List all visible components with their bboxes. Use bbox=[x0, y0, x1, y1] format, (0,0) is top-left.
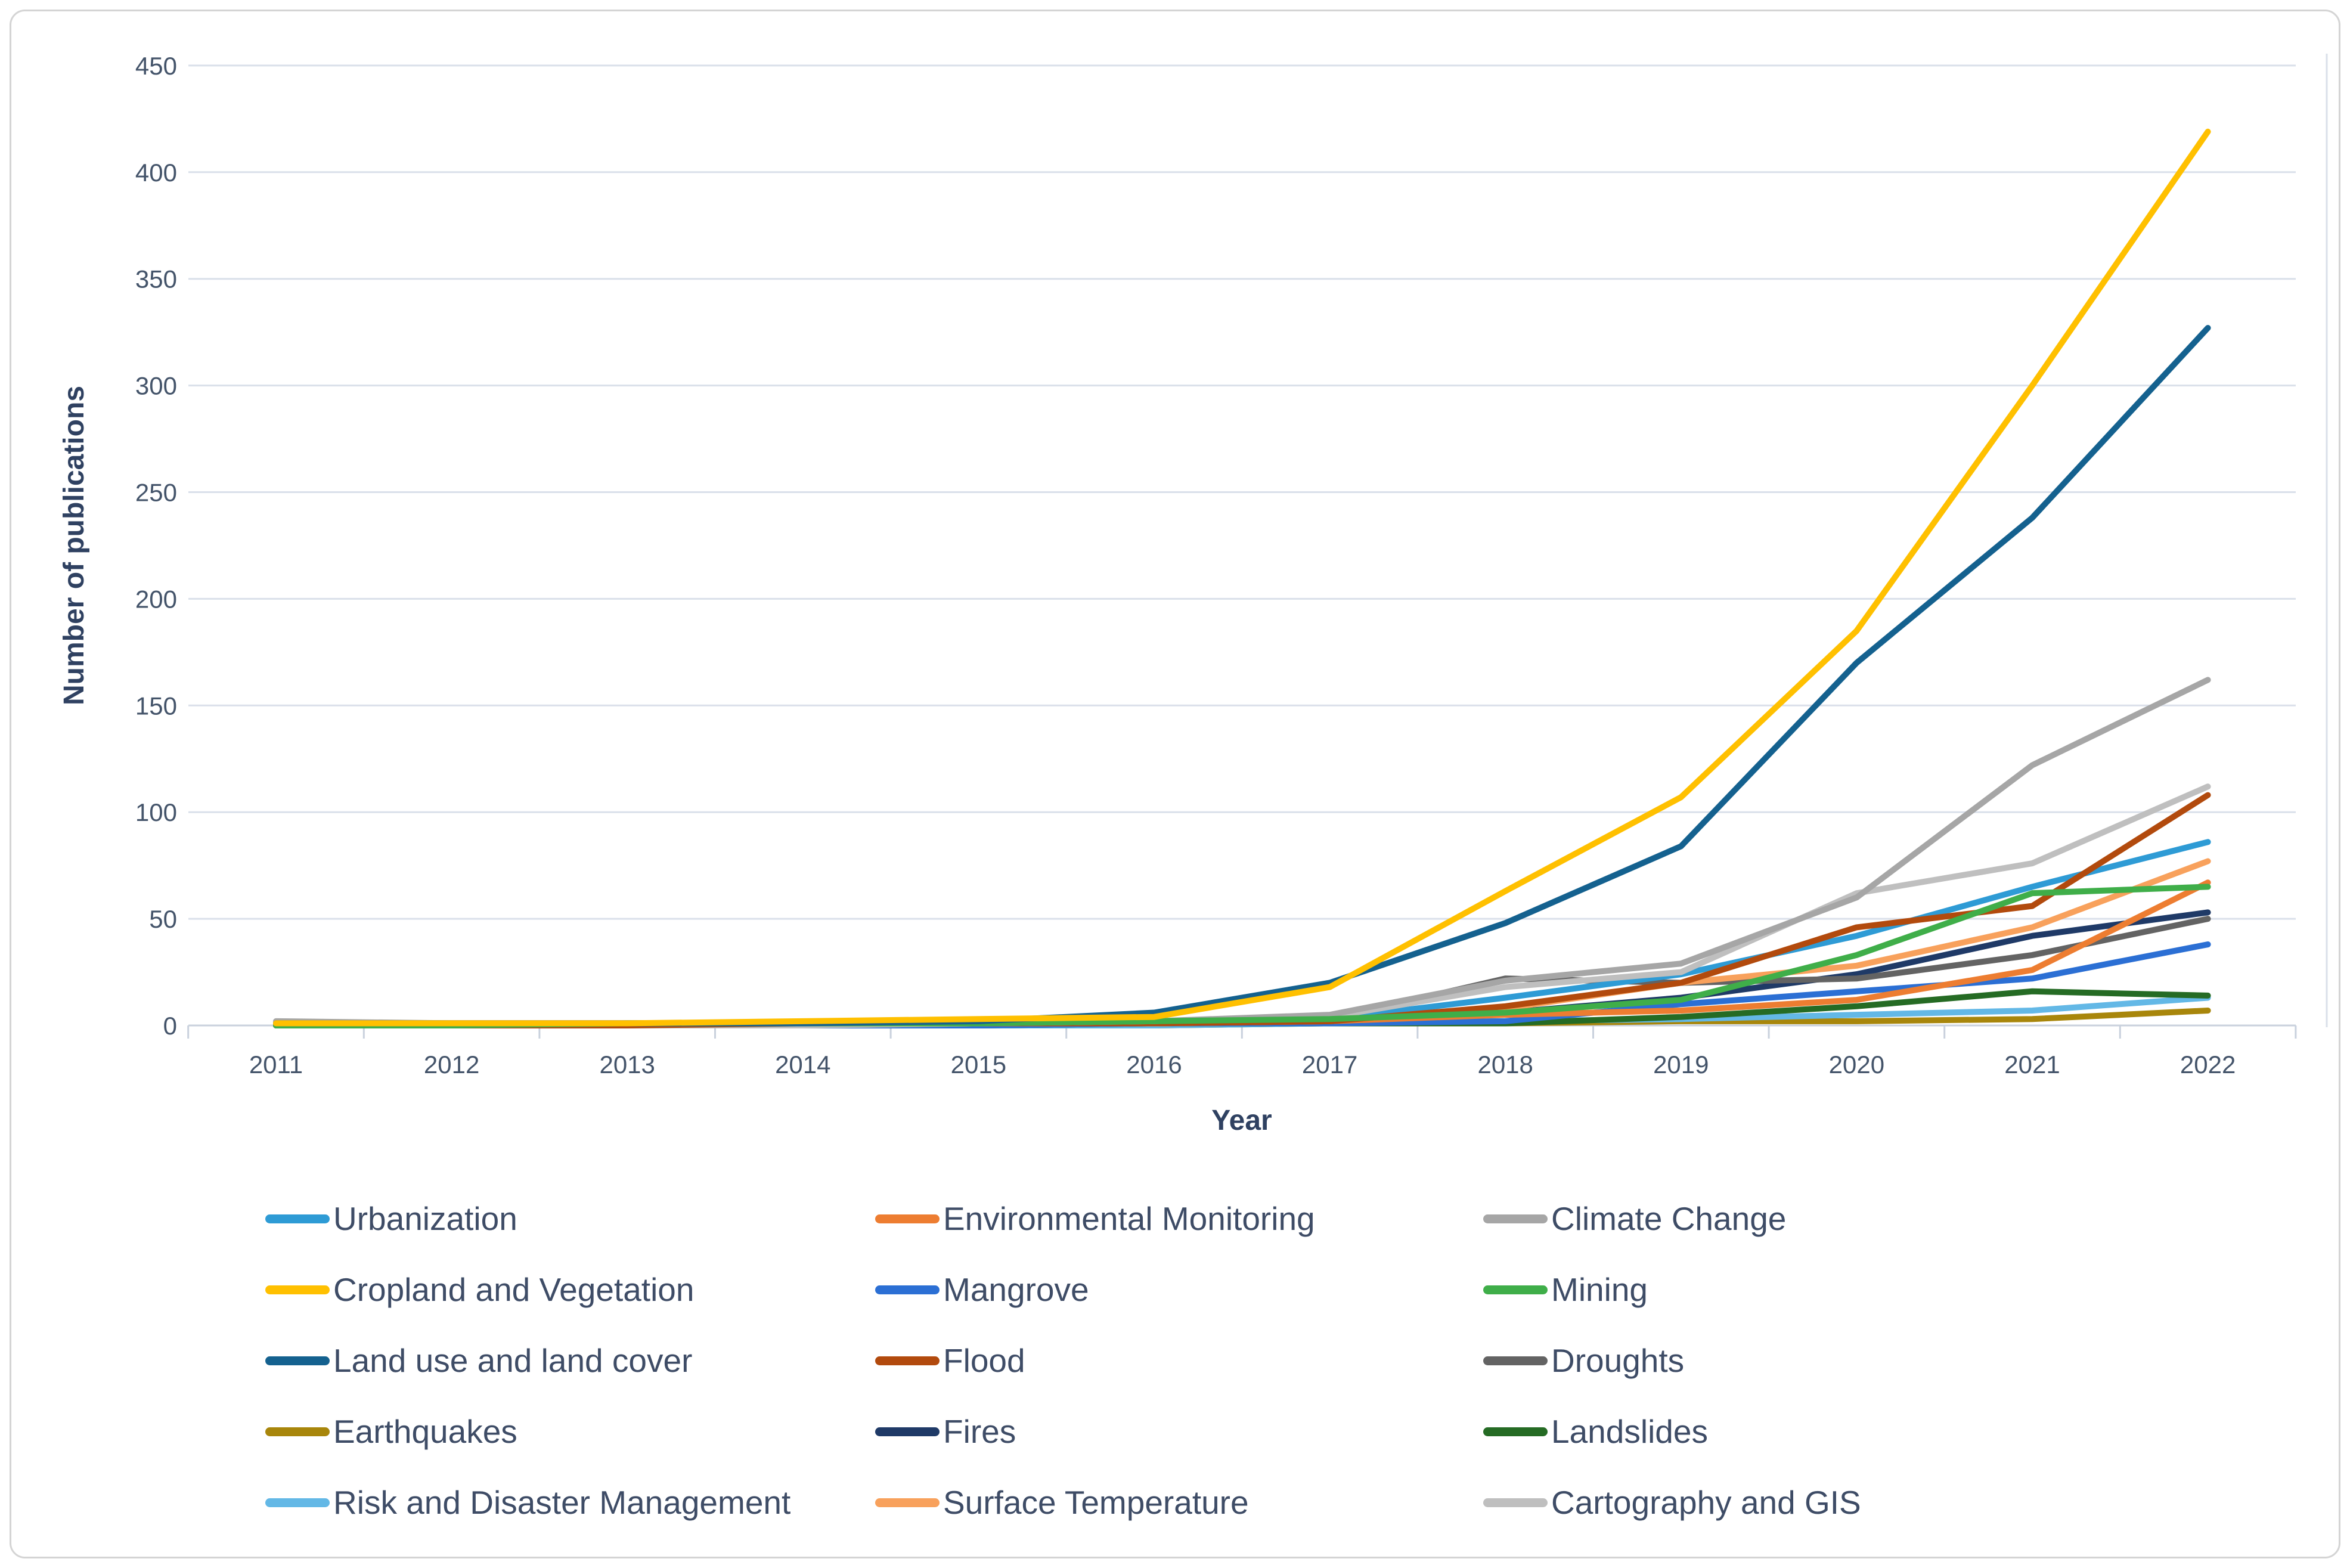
y-tick-label: 50 bbox=[149, 905, 177, 933]
legend-swatch-icon bbox=[1483, 1498, 1548, 1507]
legend-swatch-icon bbox=[265, 1498, 330, 1507]
legend-item-climate-change: Climate Change bbox=[1483, 1200, 1786, 1238]
legend-swatch-icon bbox=[265, 1427, 330, 1436]
y-tick-label: 350 bbox=[135, 265, 177, 293]
legend-item-droughts: Droughts bbox=[1483, 1341, 1684, 1380]
legend-label: Climate Change bbox=[1551, 1200, 1787, 1237]
x-tick-label: 2020 bbox=[1829, 1051, 1884, 1079]
series-lines bbox=[273, 128, 2211, 1028]
legend-swatch-icon bbox=[875, 1214, 940, 1223]
legend-label: Cropland and Vegetation bbox=[333, 1271, 695, 1308]
legend-swatch-icon bbox=[875, 1285, 940, 1294]
legend-item-mangrove: Mangrove bbox=[875, 1270, 1089, 1309]
series-line-cropland-and-vegetation bbox=[273, 128, 2211, 1027]
legend-item-land-use-and-land-cover: Land use and land cover bbox=[265, 1341, 692, 1380]
legend-swatch-icon bbox=[265, 1214, 330, 1223]
y-tick-label: 400 bbox=[135, 159, 177, 187]
legend-label: Mining bbox=[1551, 1271, 1648, 1308]
legend-label: Land use and land cover bbox=[333, 1342, 693, 1379]
legend-label: Cartography and GIS bbox=[1551, 1484, 1861, 1521]
x-tick-label: 2021 bbox=[2004, 1051, 2060, 1079]
x-tick-label: 2014 bbox=[775, 1051, 830, 1079]
legend-swatch-icon bbox=[265, 1356, 330, 1365]
legend-item-fires: Fires bbox=[875, 1412, 1016, 1451]
y-tick-label: 150 bbox=[135, 692, 177, 720]
legend-label: Earthquakes bbox=[333, 1413, 517, 1450]
legend-label: Mangrove bbox=[943, 1271, 1089, 1308]
legend-item-cropland-and-vegetation: Cropland and Vegetation bbox=[265, 1270, 694, 1309]
x-tick-label: 2017 bbox=[1302, 1051, 1357, 1079]
x-tick-label: 2019 bbox=[1653, 1051, 1709, 1079]
x-tick-label: 2022 bbox=[2180, 1051, 2236, 1079]
y-tick-label: 250 bbox=[135, 479, 177, 507]
legend-item-cartography-and-gis: Cartography and GIS bbox=[1483, 1483, 1861, 1521]
legend-label: Droughts bbox=[1551, 1342, 1685, 1379]
legend-label: Environmental Monitoring bbox=[943, 1200, 1315, 1237]
legend-label: Surface Temperature bbox=[943, 1484, 1249, 1521]
legend-swatch-icon bbox=[875, 1427, 940, 1436]
legend-item-environmental-monitoring: Environmental Monitoring bbox=[875, 1200, 1315, 1238]
x-tick-label: 2016 bbox=[1126, 1051, 1182, 1079]
x-axis-title: Year bbox=[1211, 1105, 1272, 1136]
legend-swatch-icon bbox=[875, 1356, 940, 1365]
legend-item-flood: Flood bbox=[875, 1341, 1025, 1380]
legend-swatch-icon bbox=[1483, 1356, 1548, 1365]
legend-item-urbanization: Urbanization bbox=[265, 1200, 517, 1238]
y-axis-title: Number of publications bbox=[58, 386, 90, 705]
y-tick-label: 100 bbox=[135, 798, 177, 826]
legend-swatch-icon bbox=[875, 1498, 940, 1507]
x-tick-label: 2012 bbox=[424, 1051, 479, 1079]
legend-label: Fires bbox=[943, 1413, 1016, 1450]
legend-item-risk-and-disaster-management: Risk and Disaster Management bbox=[265, 1483, 790, 1521]
legend-swatch-icon bbox=[1483, 1285, 1548, 1294]
legend-label: Flood bbox=[943, 1342, 1025, 1379]
legend-swatch-icon bbox=[265, 1285, 330, 1294]
tick-labels: 0 50 100 150 200 250 300 350 400 450 2011 2012 2013 2… bbox=[135, 52, 2236, 1079]
x-tick-label: 2013 bbox=[599, 1051, 655, 1079]
x-tick-label: 2011 bbox=[249, 1051, 303, 1079]
legend-item-mining: Mining bbox=[1483, 1270, 1648, 1309]
legend-item-earthquakes: Earthquakes bbox=[265, 1412, 517, 1451]
y-tick-label: 300 bbox=[135, 372, 177, 400]
x-tick-label: 2018 bbox=[1477, 1051, 1533, 1079]
legend-swatch-icon bbox=[1483, 1214, 1548, 1223]
y-tick-label: 450 bbox=[135, 52, 177, 80]
legend-label: Risk and Disaster Management bbox=[333, 1484, 791, 1521]
legend-item-landslides: Landslides bbox=[1483, 1412, 1708, 1451]
chart-canvas: 0 50 100 150 200 250 300 350 400 450 2011 2012 2013 2… bbox=[58, 52, 2328, 1136]
chart-legend: Urbanization Environmental Monitoring Clim… bbox=[0, 1186, 2350, 1568]
x-tick-label: 2015 bbox=[951, 1051, 1006, 1079]
y-tick-label: 0 bbox=[163, 1012, 177, 1040]
legend-label: Urbanization bbox=[333, 1200, 517, 1237]
figure-border bbox=[10, 10, 2340, 1558]
legend-swatch-icon bbox=[1483, 1427, 1548, 1436]
legend-label: Landslides bbox=[1551, 1413, 1708, 1450]
legend-item-surface-temperature: Surface Temperature bbox=[875, 1483, 1249, 1521]
y-tick-label: 200 bbox=[135, 585, 177, 613]
